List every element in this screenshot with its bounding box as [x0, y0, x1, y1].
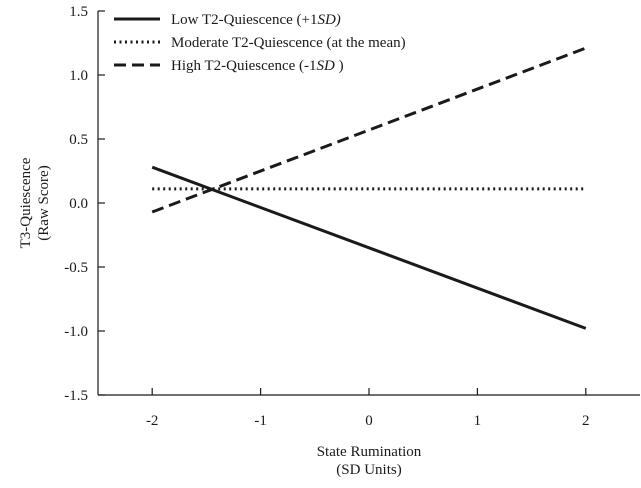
plot-area: -1.5 -1.0 -0.5 0.0 0.5 1.0 1.5 -2 -1 0 1 2	[64, 4, 640, 429]
y-tick-label: -1.5	[64, 388, 88, 404]
y-tick-label: 0.5	[69, 132, 88, 148]
legend-label: Low T2-Quiescence (+1SD)	[171, 12, 341, 28]
x-axis-title: State Rumination (SD Units)	[317, 444, 422, 478]
y-axis-title-text: T3-Quiescence (Raw Score)	[18, 157, 52, 248]
y-tick-label: 1.0	[69, 68, 88, 84]
y-axis-title-line: (Raw Score)	[36, 165, 52, 240]
x-axis-title-line: (SD Units)	[336, 462, 401, 478]
x-axis-title-line: State Rumination	[317, 444, 422, 460]
y-tick-label: 0.0	[69, 196, 88, 212]
y-ticks: -1.5 -1.0 -0.5 0.0 0.5 1.0 1.5	[64, 4, 105, 404]
x-tick-label: -2	[146, 413, 159, 429]
x-tick-label: 2	[582, 413, 590, 429]
legend: Low T2-Quiescence (+1SD) Moderate T2-Quie…	[114, 12, 406, 74]
series-line-dashed	[151, 46, 587, 214]
series-lines	[151, 46, 587, 330]
legend-label: Moderate T2-Quiescence (at the mean)	[171, 35, 406, 51]
y-axis-title: T3-Quiescence (Raw Score)	[18, 157, 52, 248]
legend-label: High T2-Quiescence (-1SD )	[171, 58, 344, 74]
x-tick-label: 0	[365, 413, 373, 429]
y-tick-label: 1.5	[69, 4, 88, 20]
x-ticks: -2 -1 0 1 2	[146, 388, 590, 429]
x-tick-label: 1	[474, 413, 482, 429]
y-tick-label: -0.5	[64, 260, 88, 276]
y-tick-label: -1.0	[64, 324, 88, 340]
x-tick-label: -1	[254, 413, 267, 429]
series-line-solid	[151, 165, 587, 330]
y-axis-title-line: T3-Quiescence	[18, 157, 34, 248]
